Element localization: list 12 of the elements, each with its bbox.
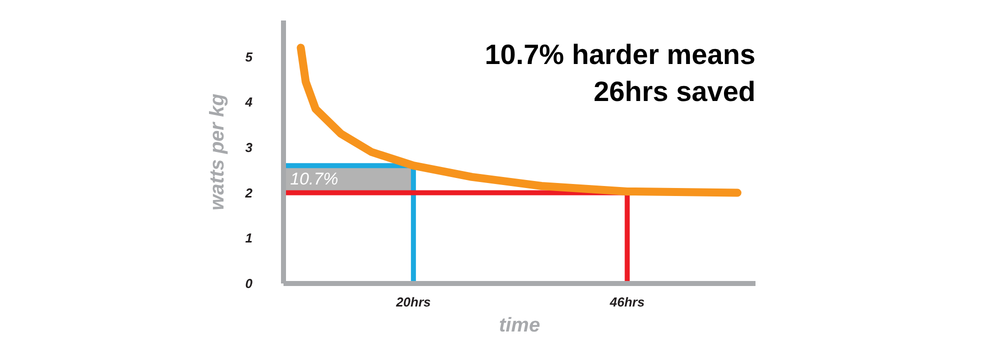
y-tick-label: 0 [245,276,254,291]
x-tick-label: 46hrs [608,294,645,310]
text: 10.7% harder means 26hrs saved [484,39,756,108]
y-tick-label: 3 [245,140,254,155]
y-tick-label: 4 [244,94,254,110]
x-axis-title: time [498,314,540,336]
y-tick-label: 1 [245,230,253,246]
y-axis-title: watts per kg [206,94,228,210]
band-label: 10.7% [290,170,338,189]
x-tick-label: 20hrs [395,294,431,310]
y-tick-label: 2 [244,185,254,200]
y-tick-label: 5 [245,49,254,64]
